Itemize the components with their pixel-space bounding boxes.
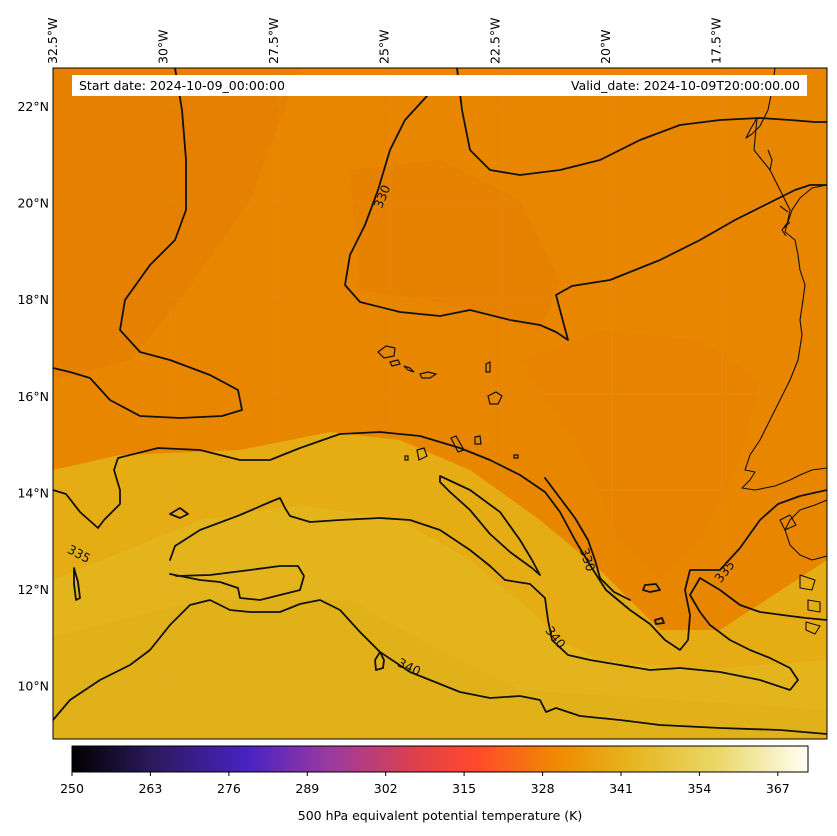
theta-e-field — [53, 68, 827, 739]
lat-label-2: 18°N — [17, 292, 49, 307]
colorbar-tick-label-8: 354 — [687, 781, 712, 796]
contour-330-northwest — [53, 68, 243, 419]
contour-330-northeast — [456, 68, 827, 176]
canary-coast — [767, 149, 791, 229]
contour-340-southwest — [53, 599, 827, 735]
contour-335 — [53, 431, 827, 651]
lon-label-3: 25°W — [377, 29, 392, 64]
contour-335-small — [169, 507, 189, 519]
info-banner: Start date: 2024-10-09_00:00:00 Valid_da… — [72, 75, 807, 96]
map-frame — [52, 67, 828, 740]
contour-335-west-fragment — [73, 567, 81, 601]
contour-340-south-blob — [374, 651, 385, 671]
colorbar-tick-label-2: 276 — [216, 781, 241, 796]
colorbar-tick-label-4: 302 — [373, 781, 398, 796]
colorbar-tick-label-7: 341 — [609, 781, 633, 796]
lon-label-1: 30°W — [156, 29, 171, 64]
colorbar-tick-label-5: 315 — [452, 781, 477, 796]
island-santo-antao — [377, 345, 396, 359]
colorbar-tick-label-1: 263 — [138, 781, 163, 796]
colorbar-title: 500 hPa equivalent potential temperature… — [297, 808, 583, 823]
lat-label-5: 12°N — [17, 582, 49, 597]
contour-330-island-ring-2 — [654, 617, 665, 625]
colorbar-tick-marks — [71, 772, 779, 776]
start-date-label: Start date: 2024-10-09_00:00:00 — [79, 78, 285, 93]
island-sao-nicolau — [403, 365, 415, 373]
lat-label-0: 22°N — [17, 99, 49, 114]
contour-340-north-band — [439, 475, 541, 576]
colorbar-tick-label-3: 289 — [295, 781, 320, 796]
guinea-bissau-islands — [779, 514, 821, 635]
contour-340-main — [169, 497, 827, 691]
island-maio — [419, 371, 438, 379]
lon-label-5: 20°W — [598, 29, 613, 64]
contour-330-south-tongue — [544, 477, 631, 601]
lat-label-4: 14°N — [17, 485, 49, 500]
island-sao-vicente — [389, 359, 401, 367]
island-boa-vista — [487, 391, 503, 405]
contour-label-330-south: 330 — [577, 546, 599, 573]
longitude-labels: 32.5°W 30°W 27.5°W 25°W 22.5°W 20°W 17.5°W — [45, 18, 723, 64]
colorbar — [71, 745, 809, 773]
island-brava — [416, 447, 428, 461]
contours — [53, 68, 827, 735]
lat-label-1: 20°N — [17, 196, 49, 211]
valid-date-label: Valid_date: 2024-10-09T20:00:00.00 — [570, 78, 800, 93]
graticule — [53, 68, 827, 739]
island-small — [404, 455, 409, 461]
island-sal — [485, 361, 491, 373]
contour-330-island-ring — [642, 583, 661, 593]
contour-330-central — [344, 95, 827, 341]
contour-340-west — [169, 565, 305, 601]
lat-label-6: 10°N — [17, 678, 49, 693]
coastlines — [377, 68, 827, 635]
colorbar-tick-label-0: 250 — [60, 781, 84, 796]
latitude-labels: 22°N 20°N 18°N 16°N 14°N 12°N 10°N — [17, 99, 49, 693]
cape-verde-north-coast — [781, 184, 827, 237]
island-small-2 — [513, 454, 519, 459]
lon-label-2: 27.5°W — [266, 18, 281, 64]
lon-label-0: 32.5°W — [45, 18, 60, 64]
colorbar-tick-label-6: 328 — [530, 781, 555, 796]
lon-label-6: 17.5°W — [708, 18, 723, 64]
island-fogo — [474, 435, 482, 445]
lon-label-4: 22.5°W — [487, 18, 502, 64]
africa-coastline — [741, 68, 827, 491]
lat-label-3: 16°N — [17, 389, 49, 404]
colorbar-tick-label-9: 367 — [765, 781, 790, 796]
